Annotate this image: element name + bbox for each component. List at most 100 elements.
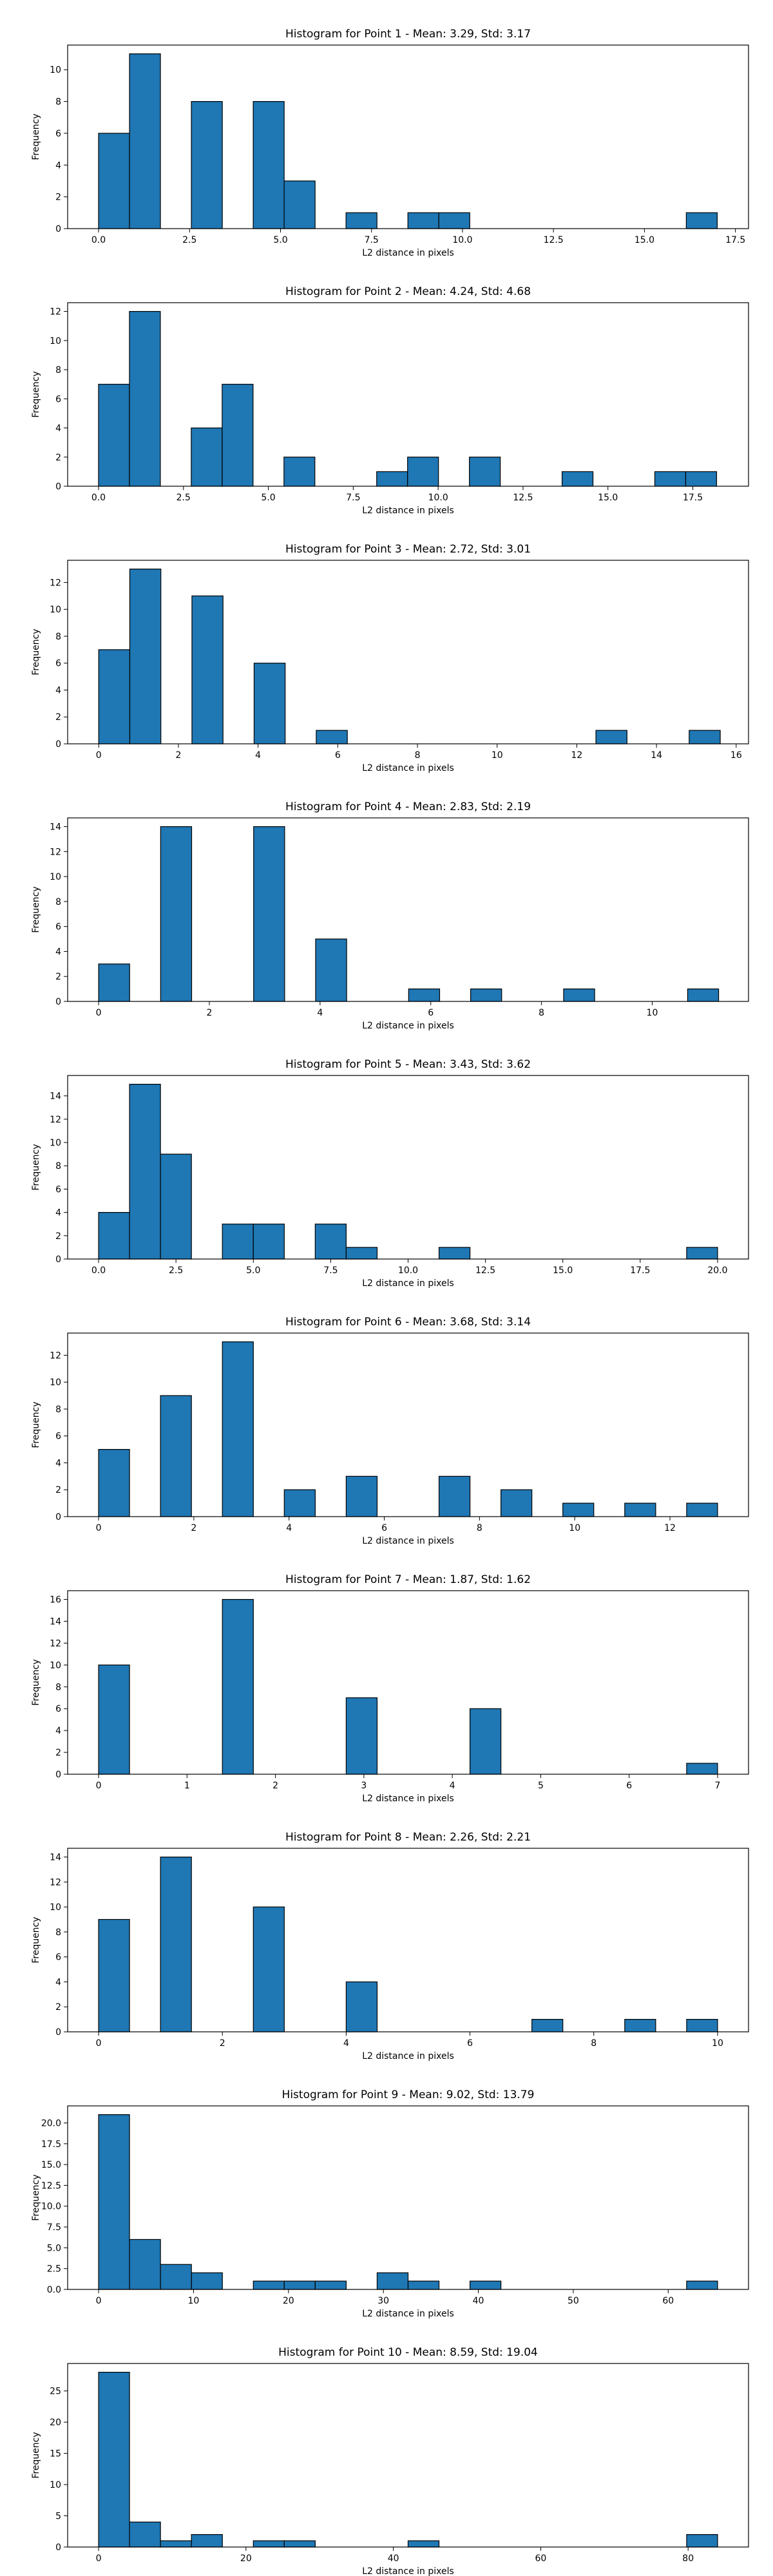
x-tick-label: 4 (286, 1523, 292, 1533)
y-axis-label: Frequency (31, 1401, 41, 1448)
x-tick-label: 5 (538, 1781, 544, 1791)
x-tick-label: 2 (175, 750, 181, 761)
y-tick-label: 4 (55, 947, 61, 957)
y-axis-label: Frequency (31, 886, 41, 933)
y-tick-label: 12 (50, 307, 61, 317)
x-tick-label: 8 (477, 1523, 482, 1533)
x-tick-label: 2 (220, 2038, 225, 2049)
x-tick-label: 60 (535, 2553, 546, 2564)
histogram-bar (438, 1475, 471, 1517)
x-tick-label: 15.0 (553, 1265, 573, 1276)
histogram-chart: Histogram for Point 4 - Mean: 2.83, Std:… (31, 800, 749, 1030)
histogram-bar (283, 457, 316, 487)
x-tick-label: 16 (730, 750, 742, 761)
histogram-bar (283, 180, 316, 229)
histogram-bar (129, 568, 162, 744)
x-tick-label: 40 (388, 2553, 399, 2564)
y-tick-label: 0 (55, 997, 61, 1007)
histogram-bar (438, 1247, 471, 1260)
histogram-bar (98, 963, 130, 1002)
x-tick-label: 4 (255, 750, 261, 761)
histogram-bar (253, 1906, 285, 2032)
x-tick-label: 10 (712, 2038, 723, 2049)
chart-title: Histogram for Point 3 - Mean: 2.72, Std:… (285, 543, 531, 556)
histogram-bar (98, 1664, 130, 1775)
histogram-bar (253, 826, 285, 1002)
x-axis-label: L2 distance in pixels (362, 1794, 454, 1803)
y-tick-label: 12 (50, 1877, 61, 1888)
y-tick-label: 4 (55, 1458, 61, 1468)
histogram-bar (222, 1224, 254, 1260)
y-tick-label: 8 (55, 1405, 61, 1415)
histogram-bar (160, 2540, 192, 2548)
y-tick-label: 6 (55, 1953, 61, 1963)
y-tick-label: 8 (55, 1927, 61, 1938)
plot-frame (67, 817, 749, 1002)
histogram-bar (686, 2280, 718, 2290)
histogram-chart: Histogram for Point 1 - Mean: 3.29, Std:… (31, 28, 749, 258)
chart-title: Histogram for Point 9 - Mean: 9.02, Std:… (282, 2088, 535, 2101)
histogram-bar (686, 2534, 718, 2548)
histogram-chart: Histogram for Point 10 - Mean: 8.59, Std… (31, 2346, 749, 2576)
y-tick-label: 5 (55, 2512, 61, 2522)
histogram-bar (98, 649, 131, 744)
x-tick-label: 10 (491, 750, 503, 761)
plot-frame (67, 1332, 749, 1517)
chart-title: Histogram for Point 2 - Mean: 4.24, Std:… (285, 285, 531, 298)
x-axis-label: L2 distance in pixels (362, 248, 454, 258)
y-tick-label: 0 (55, 739, 61, 750)
y-tick-label: 2 (55, 1748, 61, 1758)
histogram-bar (222, 1598, 254, 1775)
x-tick-label: 2.5 (169, 1265, 183, 1276)
x-tick-label: 8 (415, 750, 421, 761)
histogram-bar (191, 427, 223, 487)
x-tick-label: 14 (651, 750, 662, 761)
chart-title: Histogram for Point 10 - Mean: 8.59, Std… (278, 2346, 538, 2359)
histogram-bar (685, 212, 718, 229)
x-tick-label: 20 (283, 2296, 294, 2306)
x-tick-label: 6 (381, 1523, 387, 1533)
histogram-bar (98, 1212, 130, 1260)
y-tick-label: 6 (55, 1704, 61, 1714)
histogram-panel: Histogram for Point 4 - Mean: 2.83, Std:… (0, 773, 773, 1030)
x-tick-label: 10.0 (428, 493, 448, 503)
y-tick-label: 2 (55, 972, 61, 982)
x-tick-label: 8 (539, 1008, 544, 1018)
x-tick-label: 2.5 (182, 235, 196, 245)
y-tick-label: 15 (50, 2449, 61, 2459)
histogram-panel: Histogram for Point 10 - Mean: 8.59, Std… (0, 2318, 773, 2576)
x-tick-label: 7.5 (323, 1265, 338, 1276)
y-axis-label: Frequency (31, 629, 41, 675)
y-tick-label: 6 (55, 129, 61, 139)
histogram-bar (438, 212, 470, 229)
histogram-bar (689, 730, 721, 744)
x-axis-label: L2 distance in pixels (362, 2309, 454, 2318)
plot-frame (67, 2105, 749, 2290)
y-axis-label: Frequency (31, 2432, 41, 2478)
y-tick-label: 14 (50, 1092, 61, 1102)
x-tick-label: 10.0 (452, 235, 472, 245)
y-tick-label: 2 (55, 1485, 61, 1495)
histogram-bar (531, 2019, 564, 2032)
histogram-bar (345, 1981, 378, 2032)
x-tick-label: 4 (450, 1781, 455, 1791)
y-tick-label: 12 (50, 578, 61, 588)
histogram-bar (160, 1395, 192, 1517)
x-tick-label: 17.5 (630, 1265, 650, 1276)
y-tick-label: 10 (50, 1902, 61, 1913)
x-tick-label: 17.5 (683, 493, 703, 503)
histogram-bar (253, 2540, 285, 2548)
y-tick-label: 10 (50, 1660, 61, 1671)
x-tick-label: 50 (568, 2296, 579, 2306)
x-tick-label: 12 (571, 750, 583, 761)
histogram-bar (98, 2371, 130, 2548)
y-tick-label: 14 (50, 822, 61, 833)
y-tick-label: 15.0 (41, 2160, 61, 2170)
y-tick-label: 0 (55, 224, 61, 234)
histogram-bar (160, 826, 193, 1002)
x-tick-label: 0.0 (91, 493, 106, 503)
y-tick-label: 5.0 (47, 2243, 61, 2253)
histogram-bar (98, 2114, 130, 2290)
y-tick-label: 4 (55, 1208, 61, 1218)
histogram-bar (501, 1489, 533, 1517)
